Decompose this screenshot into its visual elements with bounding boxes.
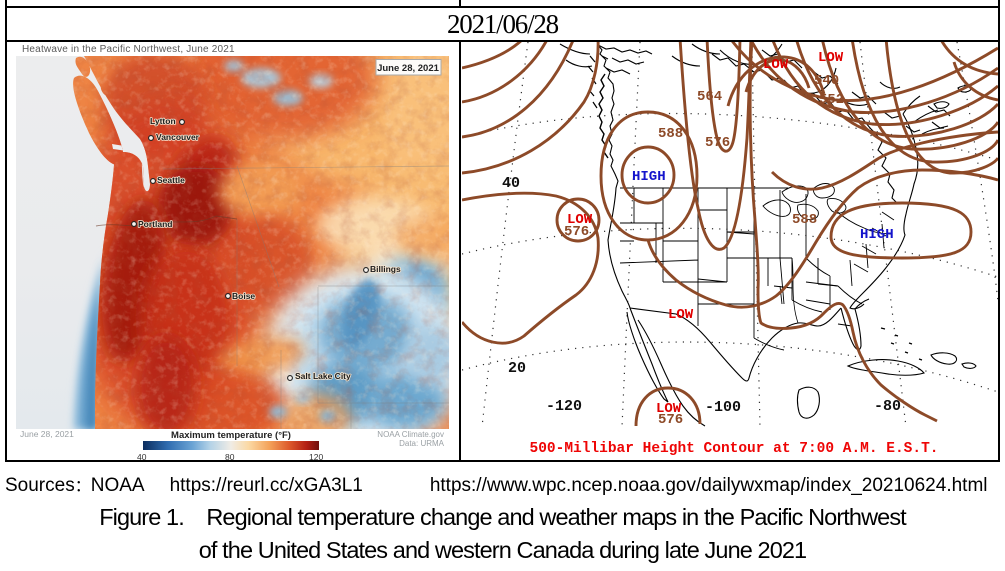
svg-text:LOW: LOW <box>763 57 789 73</box>
svg-text:500-Millibar Height Contour at: 500-Millibar Height Contour at 7:00 A.M.… <box>530 441 939 457</box>
svg-text:40: 40 <box>502 175 520 192</box>
svg-text:588: 588 <box>792 212 817 228</box>
svg-text:540: 540 <box>814 73 839 89</box>
svg-text:Boise: Boise <box>232 291 255 301</box>
svg-text:20: 20 <box>508 360 526 377</box>
svg-text:-80: -80 <box>874 398 901 415</box>
svg-text:LOW: LOW <box>668 307 694 323</box>
svg-text:Salt Lake City: Salt Lake City <box>295 371 351 381</box>
svg-text:HIGH: HIGH <box>860 227 894 243</box>
svg-text:552: 552 <box>819 92 844 108</box>
svg-text:LOW: LOW <box>567 212 593 228</box>
svg-text:-120: -120 <box>546 398 582 415</box>
svg-text:564: 564 <box>697 89 722 105</box>
svg-text:Portland: Portland <box>138 219 172 229</box>
svg-text:576: 576 <box>658 412 683 428</box>
svg-text:LOW: LOW <box>818 50 844 66</box>
svg-text:Lytton: Lytton <box>150 116 176 126</box>
svg-text:576: 576 <box>564 224 589 240</box>
svg-text:HIGH: HIGH <box>632 169 666 185</box>
svg-text:LOW: LOW <box>656 401 682 417</box>
svg-text:June 28, 2021: June 28, 2021 <box>377 63 440 74</box>
svg-text:Vancouver: Vancouver <box>156 132 200 142</box>
svg-text:576: 576 <box>705 135 730 151</box>
svg-text:Seattle: Seattle <box>157 175 185 185</box>
svg-text:588: 588 <box>658 126 683 142</box>
svg-text:-100: -100 <box>705 399 741 416</box>
svg-text:Billings: Billings <box>370 264 401 274</box>
